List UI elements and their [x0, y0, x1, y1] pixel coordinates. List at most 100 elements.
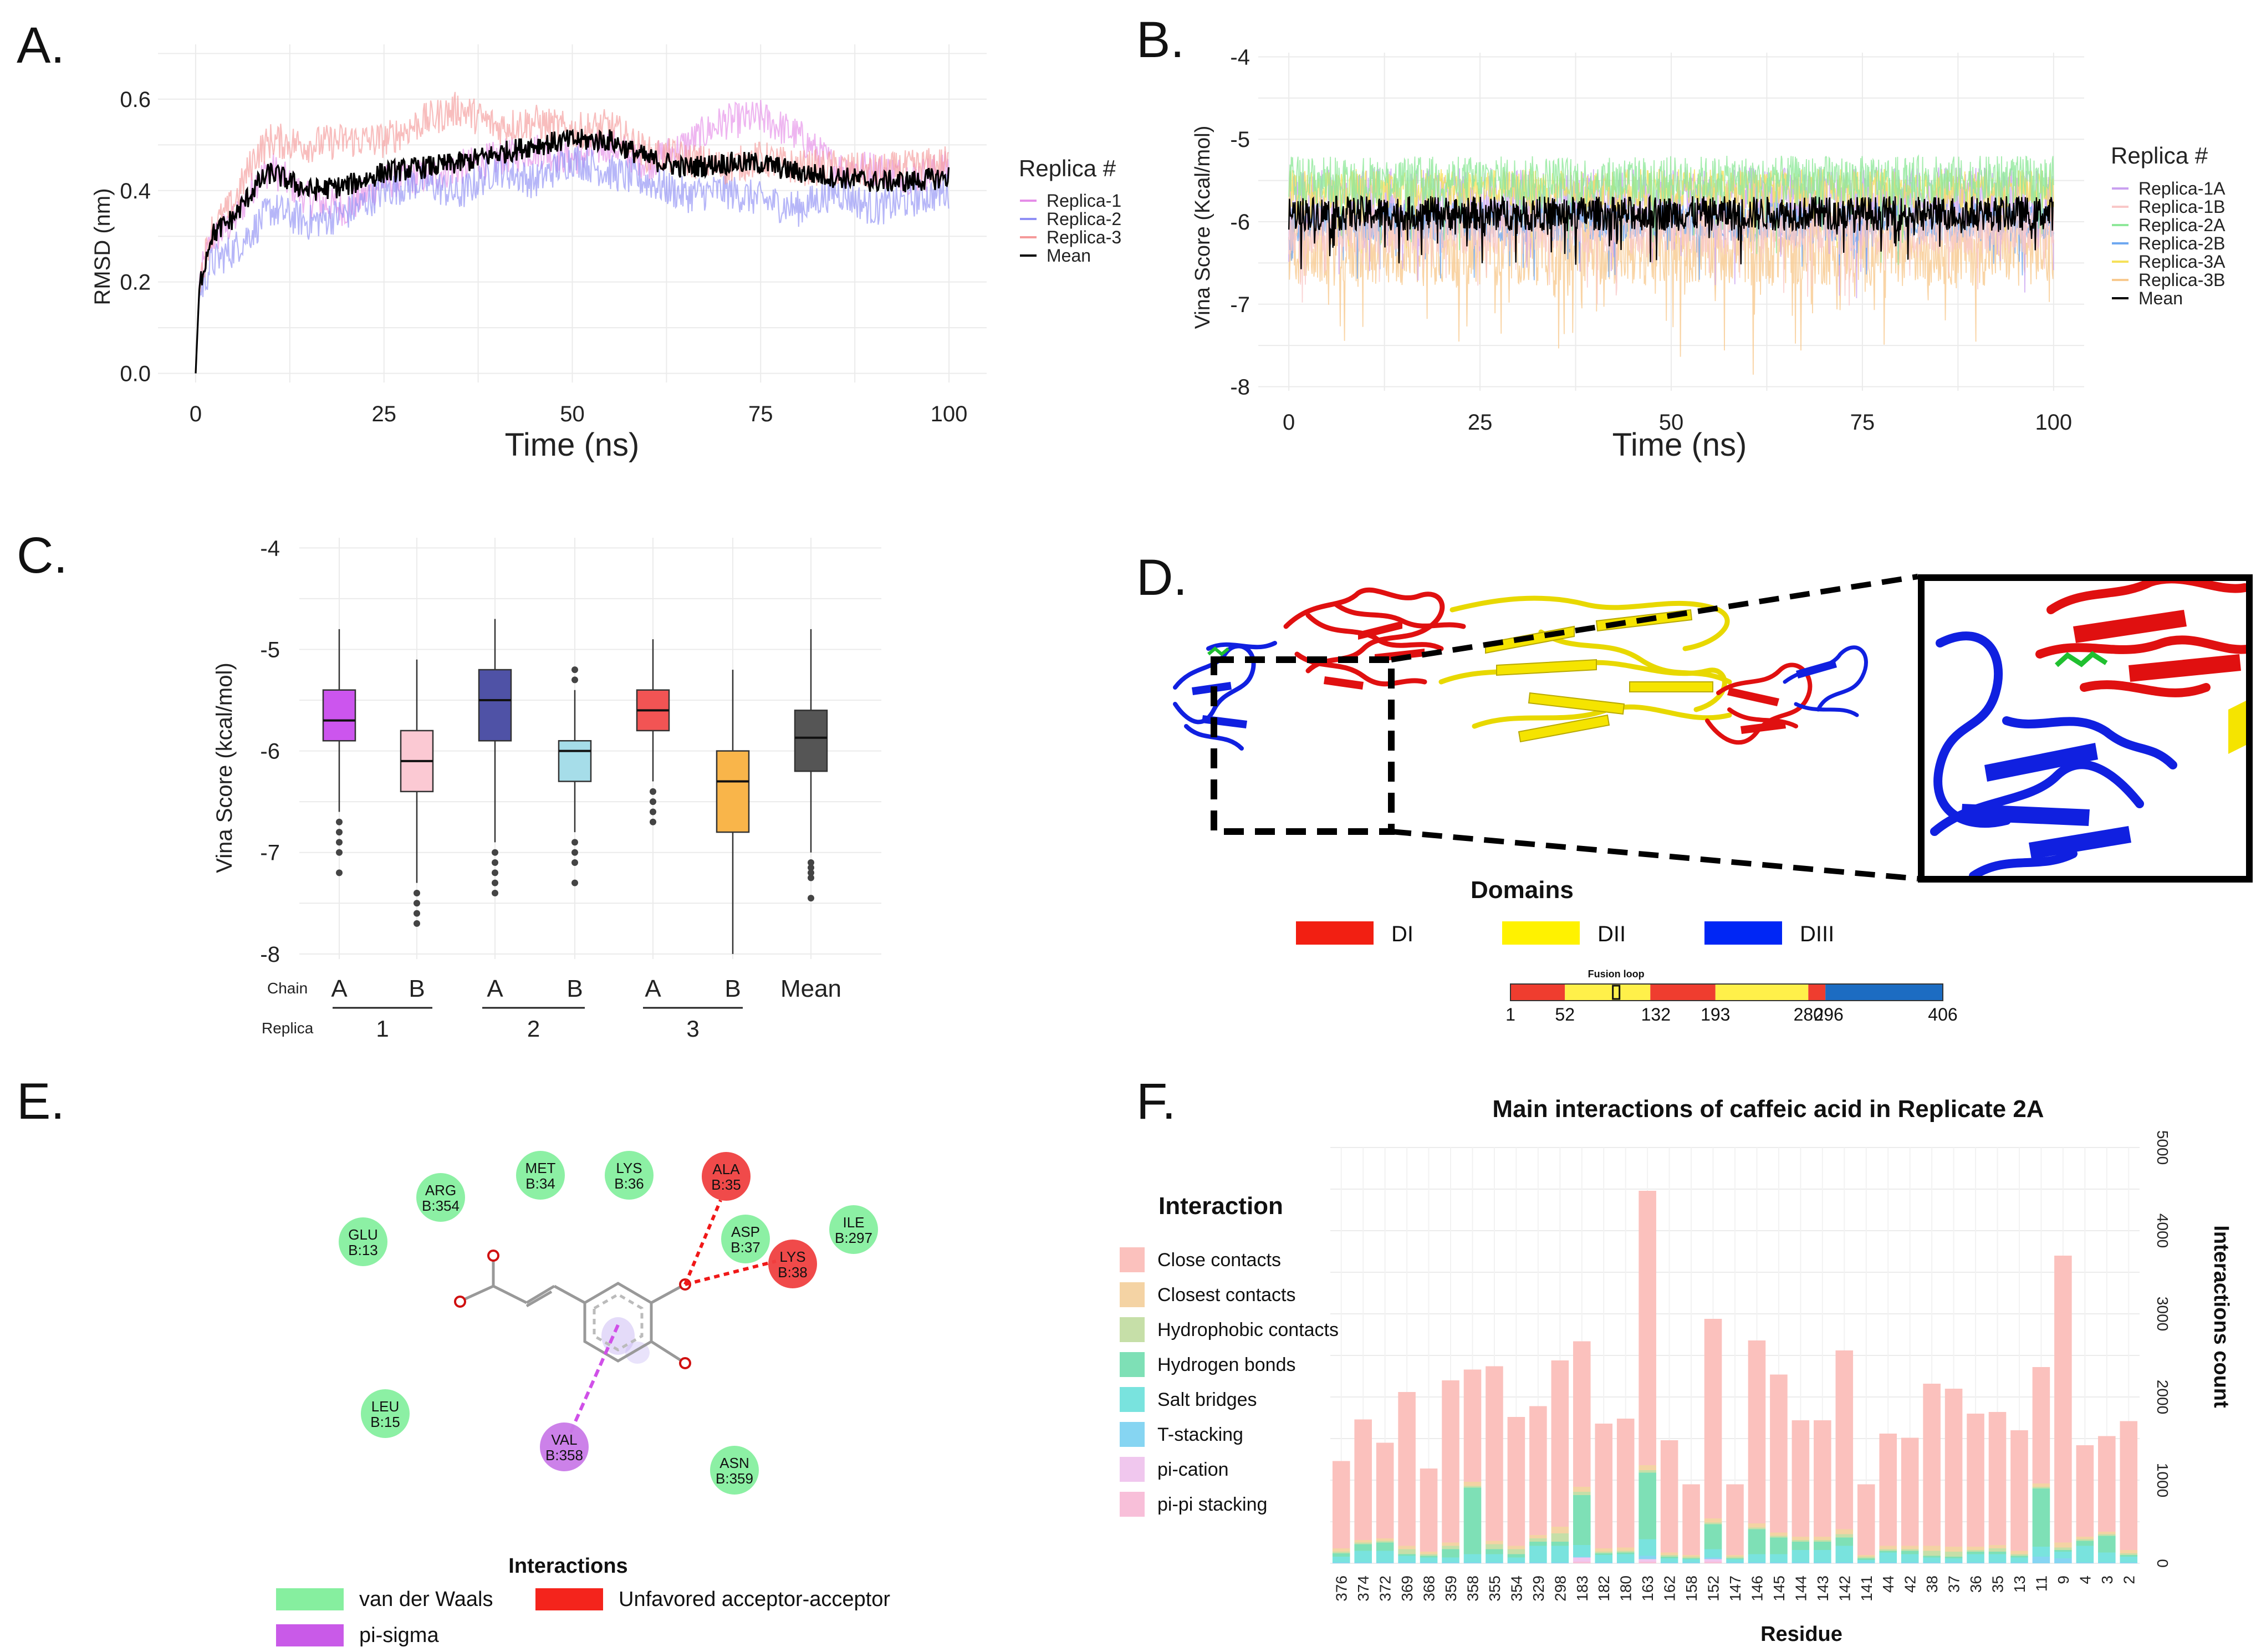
bar-segment-372 — [1376, 1551, 1394, 1563]
residue-node-met-b34 — [516, 1151, 565, 1200]
bar-segment-372 — [1376, 1442, 1394, 1538]
fusion-loop-marker — [1612, 985, 1621, 1000]
residue-number: B:36 — [614, 1175, 644, 1192]
bar-segment-183 — [1573, 1545, 1591, 1557]
bar-segment-38 — [1923, 1556, 1941, 1558]
bar-segment-142 — [1835, 1529, 1854, 1534]
box-outlier — [808, 869, 814, 876]
bar-segment-42 — [1901, 1437, 1919, 1546]
bar-x-tick: 376 — [1333, 1575, 1350, 1602]
box-outlier — [571, 839, 578, 846]
panel-label-b: B. — [1136, 12, 1185, 68]
boxplot-y-label: Vina Score (kcal/mol) — [212, 662, 237, 873]
boxplot-y-tick: -4 — [260, 536, 280, 560]
residue-number: B:13 — [348, 1242, 378, 1258]
bar-x-tick: 163 — [1639, 1575, 1656, 1602]
box-outlier — [650, 818, 656, 825]
bar-legend-label: Hydrophobic contacts — [1157, 1319, 1339, 1340]
residue-name: ASN — [719, 1455, 749, 1471]
bar-segment-4 — [2076, 1546, 2094, 1563]
residue-bar-outline — [1510, 983, 1943, 1001]
domain-label: DIII — [1800, 922, 1834, 946]
residue-number: B:359 — [716, 1470, 753, 1487]
boxplot-chain-row-label: Chain — [267, 980, 308, 997]
zoom-inset — [1918, 574, 2253, 883]
bar-segment-183 — [1573, 1562, 1591, 1563]
rmsd-y-tick: 0.2 — [120, 271, 151, 295]
bar-segment-152 — [1704, 1557, 1722, 1559]
box-outlier — [492, 859, 498, 866]
boxplot-replica-label: 2 — [527, 1016, 540, 1042]
bar-segment-146 — [1748, 1340, 1766, 1523]
rmsd-series-replica-2 — [195, 145, 950, 374]
interaction-legend-swatch — [535, 1588, 603, 1610]
residue-segment — [1825, 984, 1943, 1001]
bar-segment-13 — [2010, 1562, 2028, 1563]
bar-segment-374 — [1354, 1544, 1372, 1551]
vina-legend-label: Replica-2A — [2138, 215, 2226, 235]
bar-segment-3 — [2098, 1436, 2116, 1532]
bar-y-tick: 0 — [2154, 1559, 2171, 1568]
residue-node-leu-b15 — [361, 1389, 410, 1438]
bar-x-tick: 37 — [1946, 1575, 1963, 1593]
bar-segment-144 — [1791, 1542, 1810, 1550]
bar-segment-372 — [1376, 1538, 1394, 1541]
box-outlier — [414, 920, 420, 927]
box-outlier — [808, 895, 814, 902]
rmsd-legend-label: Mean — [1047, 246, 1091, 266]
residue-segment — [1808, 984, 1826, 1001]
bar-segment-183 — [1573, 1492, 1591, 1495]
rmsd-legend: Replica # Replica-1Replica-2Replica-3Mea… — [1019, 155, 1121, 266]
box-outlier — [492, 869, 498, 876]
residue-segment — [1565, 984, 1651, 1001]
residue-name: LYS — [616, 1160, 642, 1176]
rmsd-x-tick: 75 — [748, 402, 773, 426]
bar-segment-37 — [1944, 1558, 1963, 1563]
bar-segment-368 — [1420, 1554, 1438, 1556]
bar-segment-147 — [1726, 1558, 1744, 1559]
bar-x-tick: 162 — [1661, 1575, 1678, 1602]
panel-label-a: A. — [17, 17, 65, 74]
panel-label-e: E. — [17, 1073, 65, 1130]
bar-segment-162 — [1660, 1552, 1678, 1555]
bar-segment-359 — [1442, 1562, 1459, 1563]
vina-legend-title: Replica # — [2111, 142, 2208, 169]
box-outlier — [571, 849, 578, 856]
bar-segment-180 — [1616, 1419, 1635, 1548]
residue-tick-label: 406 — [1928, 1005, 1957, 1024]
rmsd-legend-label: Replica-3 — [1047, 227, 1121, 247]
bar-x-tick: 146 — [1748, 1575, 1765, 1602]
boxplot-replica-label: 3 — [686, 1016, 699, 1042]
bar-segment-145 — [1770, 1554, 1788, 1563]
bar-segment-37 — [1944, 1562, 1963, 1563]
box-outlier — [571, 676, 578, 684]
bar-segment-163 — [1639, 1559, 1656, 1562]
bar-x-tick: 354 — [1508, 1575, 1525, 1602]
bar-x-tick: 355 — [1486, 1575, 1503, 1602]
bar-segment-358 — [1463, 1369, 1482, 1482]
bar-segment-2 — [2120, 1550, 2138, 1553]
vina-x-tick: 0 — [1283, 410, 1295, 435]
bar-segment-9 — [2054, 1542, 2072, 1548]
bar-segment-146 — [1748, 1529, 1766, 1554]
residue-number: B:15 — [370, 1414, 400, 1430]
bar-x-tick: 158 — [1683, 1575, 1700, 1602]
bar-segment-147 — [1726, 1484, 1744, 1555]
boxplot-chain-label: B — [409, 975, 425, 1002]
residue-number: B:354 — [422, 1197, 460, 1214]
bar-segment-376 — [1332, 1557, 1350, 1563]
vina-series-replica-1b — [1288, 205, 2054, 306]
bar-segment-36 — [1967, 1414, 1984, 1547]
bar-segment-354 — [1507, 1546, 1525, 1549]
residue-node-val-b358 — [540, 1422, 589, 1471]
bar-segment-369 — [1398, 1556, 1416, 1563]
bar-segment-183 — [1573, 1557, 1591, 1562]
bar-segment-11 — [2032, 1547, 2050, 1557]
bar-segment-298 — [1551, 1533, 1569, 1542]
bar-segment-13 — [2010, 1554, 2028, 1556]
interaction-legend-label: pi-sigma — [359, 1624, 439, 1647]
bar-segment-162 — [1660, 1557, 1678, 1558]
bar-segment-147 — [1726, 1557, 1744, 1558]
boxplot-y-tick: -7 — [260, 841, 280, 865]
bar-segment-298 — [1551, 1542, 1569, 1546]
